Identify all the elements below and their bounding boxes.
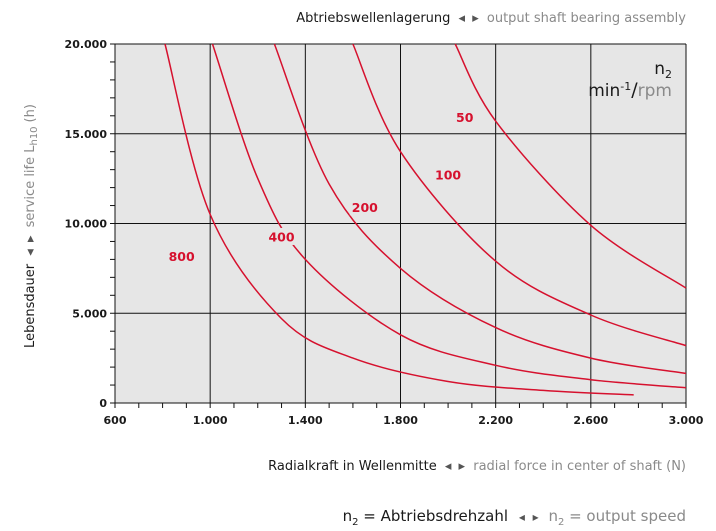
x-tick-label: 2.200 — [478, 414, 513, 427]
curve-n2-800 — [164, 43, 634, 396]
curves — [164, 43, 687, 396]
minor-ticks — [110, 43, 687, 408]
curve-label-bg — [433, 166, 464, 184]
curve-n2-200 — [273, 43, 687, 375]
curve-label-200: 200 — [352, 200, 378, 215]
curve-label-100: 100 — [435, 168, 461, 183]
x-tick-label: 1.000 — [193, 414, 228, 427]
y-tick-labels: 0 5.000 10.000 15.000 20.000 — [65, 38, 108, 410]
arrow-left-icon: ◂ — [445, 459, 452, 474]
curve-n2-100 — [352, 43, 687, 347]
curve-label-400: 400 — [268, 229, 294, 244]
curve-n2-50 — [454, 43, 687, 289]
arrow-left-icon: ◂ — [519, 510, 525, 524]
x-tick-labels: 600 1.000 1.400 1.800 2.200 2.600 3.000 — [104, 414, 704, 427]
x-axis-label: Radialkraft in Wellenmitte ◂ ▸ radial fo… — [268, 459, 686, 474]
y-tick-label: 10.000 — [65, 218, 108, 231]
curve-label-bg — [166, 247, 197, 265]
x-tick-label: 1.800 — [383, 414, 418, 427]
x-tick-label: 600 — [104, 414, 127, 427]
y-axis-label-de: Lebensdauer — [23, 263, 38, 348]
unit-variable: n2 — [654, 59, 672, 81]
curve-label-bg — [266, 227, 297, 245]
curve-labels: 800 400 200 100 50 — [166, 108, 476, 265]
y-tick-label: 20.000 — [65, 38, 108, 51]
y-tick-label: 15.000 — [65, 128, 108, 141]
x-axis-label-en: radial force in center of shaft (N) — [473, 459, 686, 474]
curve-n2-400 — [211, 43, 687, 389]
footer-note: n2 = Abtriebsdrehzahl ◂ ▸ n2 = output sp… — [343, 507, 686, 528]
y-tick-label: 0 — [99, 397, 107, 410]
arrow-left-icon: ◂ — [23, 249, 38, 256]
x-tick-label: 3.000 — [669, 414, 704, 427]
curve-label-50: 50 — [456, 110, 474, 125]
curve-label-800: 800 — [169, 249, 195, 264]
chart-title-en: output shaft bearing assembly — [487, 11, 686, 26]
y-tick-label: 5.000 — [72, 307, 107, 320]
curve-label-bg — [349, 198, 380, 216]
chart-title: Abtriebswellenlagerung ◂ ▸ output shaft … — [296, 11, 686, 26]
unit-label: min-1/rpm — [588, 79, 672, 101]
y-axis-label-en: service life L — [23, 145, 38, 228]
y-axis-label: Lebensdauer ◂ ▸ service life Lh10(h) — [23, 104, 40, 348]
footer-de: = Abtriebsdrehzahl — [359, 507, 509, 525]
chart-title-de: Abtriebswellenlagerung — [296, 11, 450, 26]
arrow-left-icon: ◂ — [459, 11, 466, 26]
x-tick-label: 1.400 — [288, 414, 323, 427]
arrow-right-icon: ▸ — [459, 459, 466, 474]
arrow-right-icon: ▸ — [23, 235, 38, 242]
curve-label-bg — [453, 108, 476, 126]
footer-en: = output speed — [564, 507, 686, 525]
x-axis-label-de: Radialkraft in Wellenmitte — [268, 459, 437, 474]
arrow-right-icon: ▸ — [472, 11, 479, 26]
x-tick-label: 2.600 — [573, 414, 608, 427]
arrow-right-icon: ▸ — [533, 510, 539, 524]
